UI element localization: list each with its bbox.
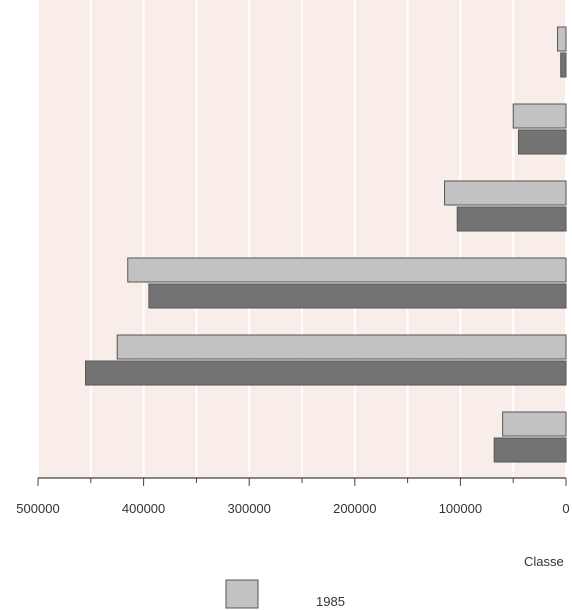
bar-series1-group2 — [512, 103, 567, 129]
bar-series2-group5 — [85, 360, 567, 386]
bar-series1-group6 — [502, 411, 567, 437]
bar-series2-group6 — [493, 437, 567, 463]
legend-swatch-1985 — [225, 579, 259, 609]
x-tick-label: 0 — [562, 501, 569, 516]
x-tick-label: 500000 — [16, 501, 59, 516]
x-axis-title: Classe — [524, 554, 564, 569]
x-tick-label: 100000 — [439, 501, 482, 516]
legend: 1985 — [225, 579, 345, 609]
bars — [85, 26, 567, 463]
bar-series1-group4 — [127, 257, 567, 283]
bar-series2-group2 — [517, 129, 567, 155]
bar-series2-group3 — [456, 206, 567, 232]
bar-series1-group3 — [444, 180, 567, 206]
bar-series2-group4 — [148, 283, 567, 309]
legend-label-1985: 1985 — [316, 594, 345, 609]
gridlines — [37, 0, 567, 476]
bar-series2-group1 — [560, 52, 567, 78]
x-tick-label: 200000 — [333, 501, 376, 516]
x-tick-label: 400000 — [122, 501, 165, 516]
x-tick-label: 300000 — [228, 501, 271, 516]
bar-series1-group1 — [557, 26, 567, 52]
bar-series1-group5 — [116, 334, 567, 360]
x-axis: 500000 400000 300000 200000 100000 0 — [16, 477, 570, 516]
